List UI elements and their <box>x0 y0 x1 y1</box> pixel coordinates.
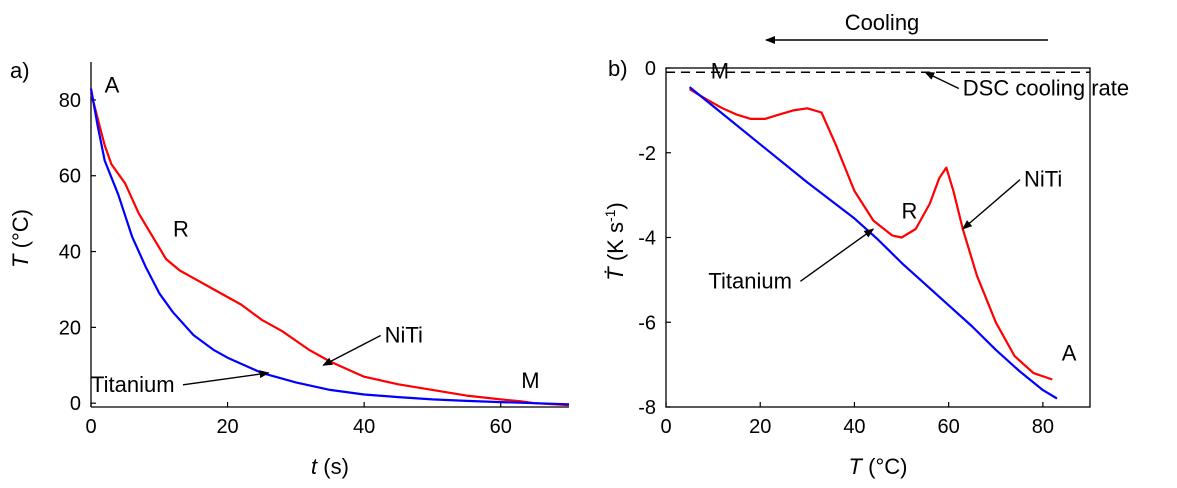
cooling-label: Cooling <box>845 10 920 35</box>
x-tick-label: 20 <box>749 416 771 438</box>
y-axis-label-unit: (°C) <box>8 209 33 254</box>
x-tick-label: 40 <box>843 416 865 438</box>
chart-panel-a: 0 20 40 60 0 20 40 60 80 a) t (s) T (°C) A R M NiTi Tita… <box>8 58 570 479</box>
annotation-label: NiTi <box>1024 167 1062 192</box>
x-tick-label: 0 <box>85 416 96 438</box>
series-line-niti <box>89 92 570 407</box>
y-axis-label-unit: (K s <box>603 222 628 267</box>
y-tick-label: 40 <box>59 242 81 264</box>
x-tick-label: 40 <box>353 416 375 438</box>
y-axis-label-variable: T <box>8 253 33 268</box>
annotation-label: NiTi <box>385 323 423 348</box>
annotation-label: A <box>1062 340 1077 365</box>
y-tick-label: 60 <box>59 166 81 188</box>
y-tick-label: 80 <box>59 90 81 112</box>
annotation-arrow <box>322 334 381 366</box>
series-line-titanium <box>89 88 570 406</box>
series-line-titanium <box>688 86 1058 400</box>
annotation-label: M <box>521 368 539 393</box>
y-tick-label: -6 <box>638 312 656 334</box>
y-axis-label-exponent: -1 <box>602 209 618 222</box>
x-axis-label: t (s) <box>311 454 349 479</box>
x-tick-label: 0 <box>660 416 671 438</box>
panel-label: b) <box>608 56 628 81</box>
y-tick-label: -2 <box>638 143 656 165</box>
x-axis-label: T (°C) <box>849 454 908 479</box>
x-axis-label-variable: t <box>311 454 318 479</box>
annotation-label: A <box>105 72 120 97</box>
y-tick-label: -4 <box>638 228 656 250</box>
chart-panel-b: 0 20 40 60 80 0 -2 -4 -6 -8 b) T (°C) Ṫ (K s-1) Cooli… <box>602 10 1129 479</box>
x-axis-label-unit: (s) <box>317 454 349 479</box>
y-tick-label: -8 <box>638 397 656 419</box>
annotation-label: M <box>711 59 729 84</box>
y-axis-label: T (°C) <box>8 209 33 268</box>
annotation-label: R <box>902 198 918 223</box>
x-axis-label-unit: (°C) <box>862 454 907 479</box>
y-tick-label: 20 <box>59 317 81 339</box>
x-tick-label: 20 <box>216 416 238 438</box>
x-tick-label: 80 <box>1032 416 1054 438</box>
y-axis-label-close: ) <box>603 202 628 209</box>
annotation-label: Titanium <box>91 372 175 397</box>
y-tick-label: 0 <box>70 393 81 415</box>
y-tick-label: 0 <box>645 58 656 80</box>
x-tick-label: 60 <box>490 416 512 438</box>
series-line-niti <box>689 88 1053 381</box>
annotation-label: DSC cooling rate <box>963 76 1129 101</box>
annotation-arrow <box>924 71 960 90</box>
annotation-label: R <box>173 216 189 241</box>
annotation-arrow <box>799 228 875 282</box>
annotation-label: Titanium <box>708 268 792 293</box>
annotation-arrow <box>182 370 270 386</box>
panel-label: a) <box>10 58 30 83</box>
x-tick-label: 60 <box>938 416 960 438</box>
annotation-arrow <box>962 179 1021 230</box>
x-axis-label-variable: T <box>849 454 864 479</box>
y-axis-label: Ṫ (K s-1) <box>602 202 628 280</box>
y-axis-label-variable: Ṫ <box>603 266 628 281</box>
